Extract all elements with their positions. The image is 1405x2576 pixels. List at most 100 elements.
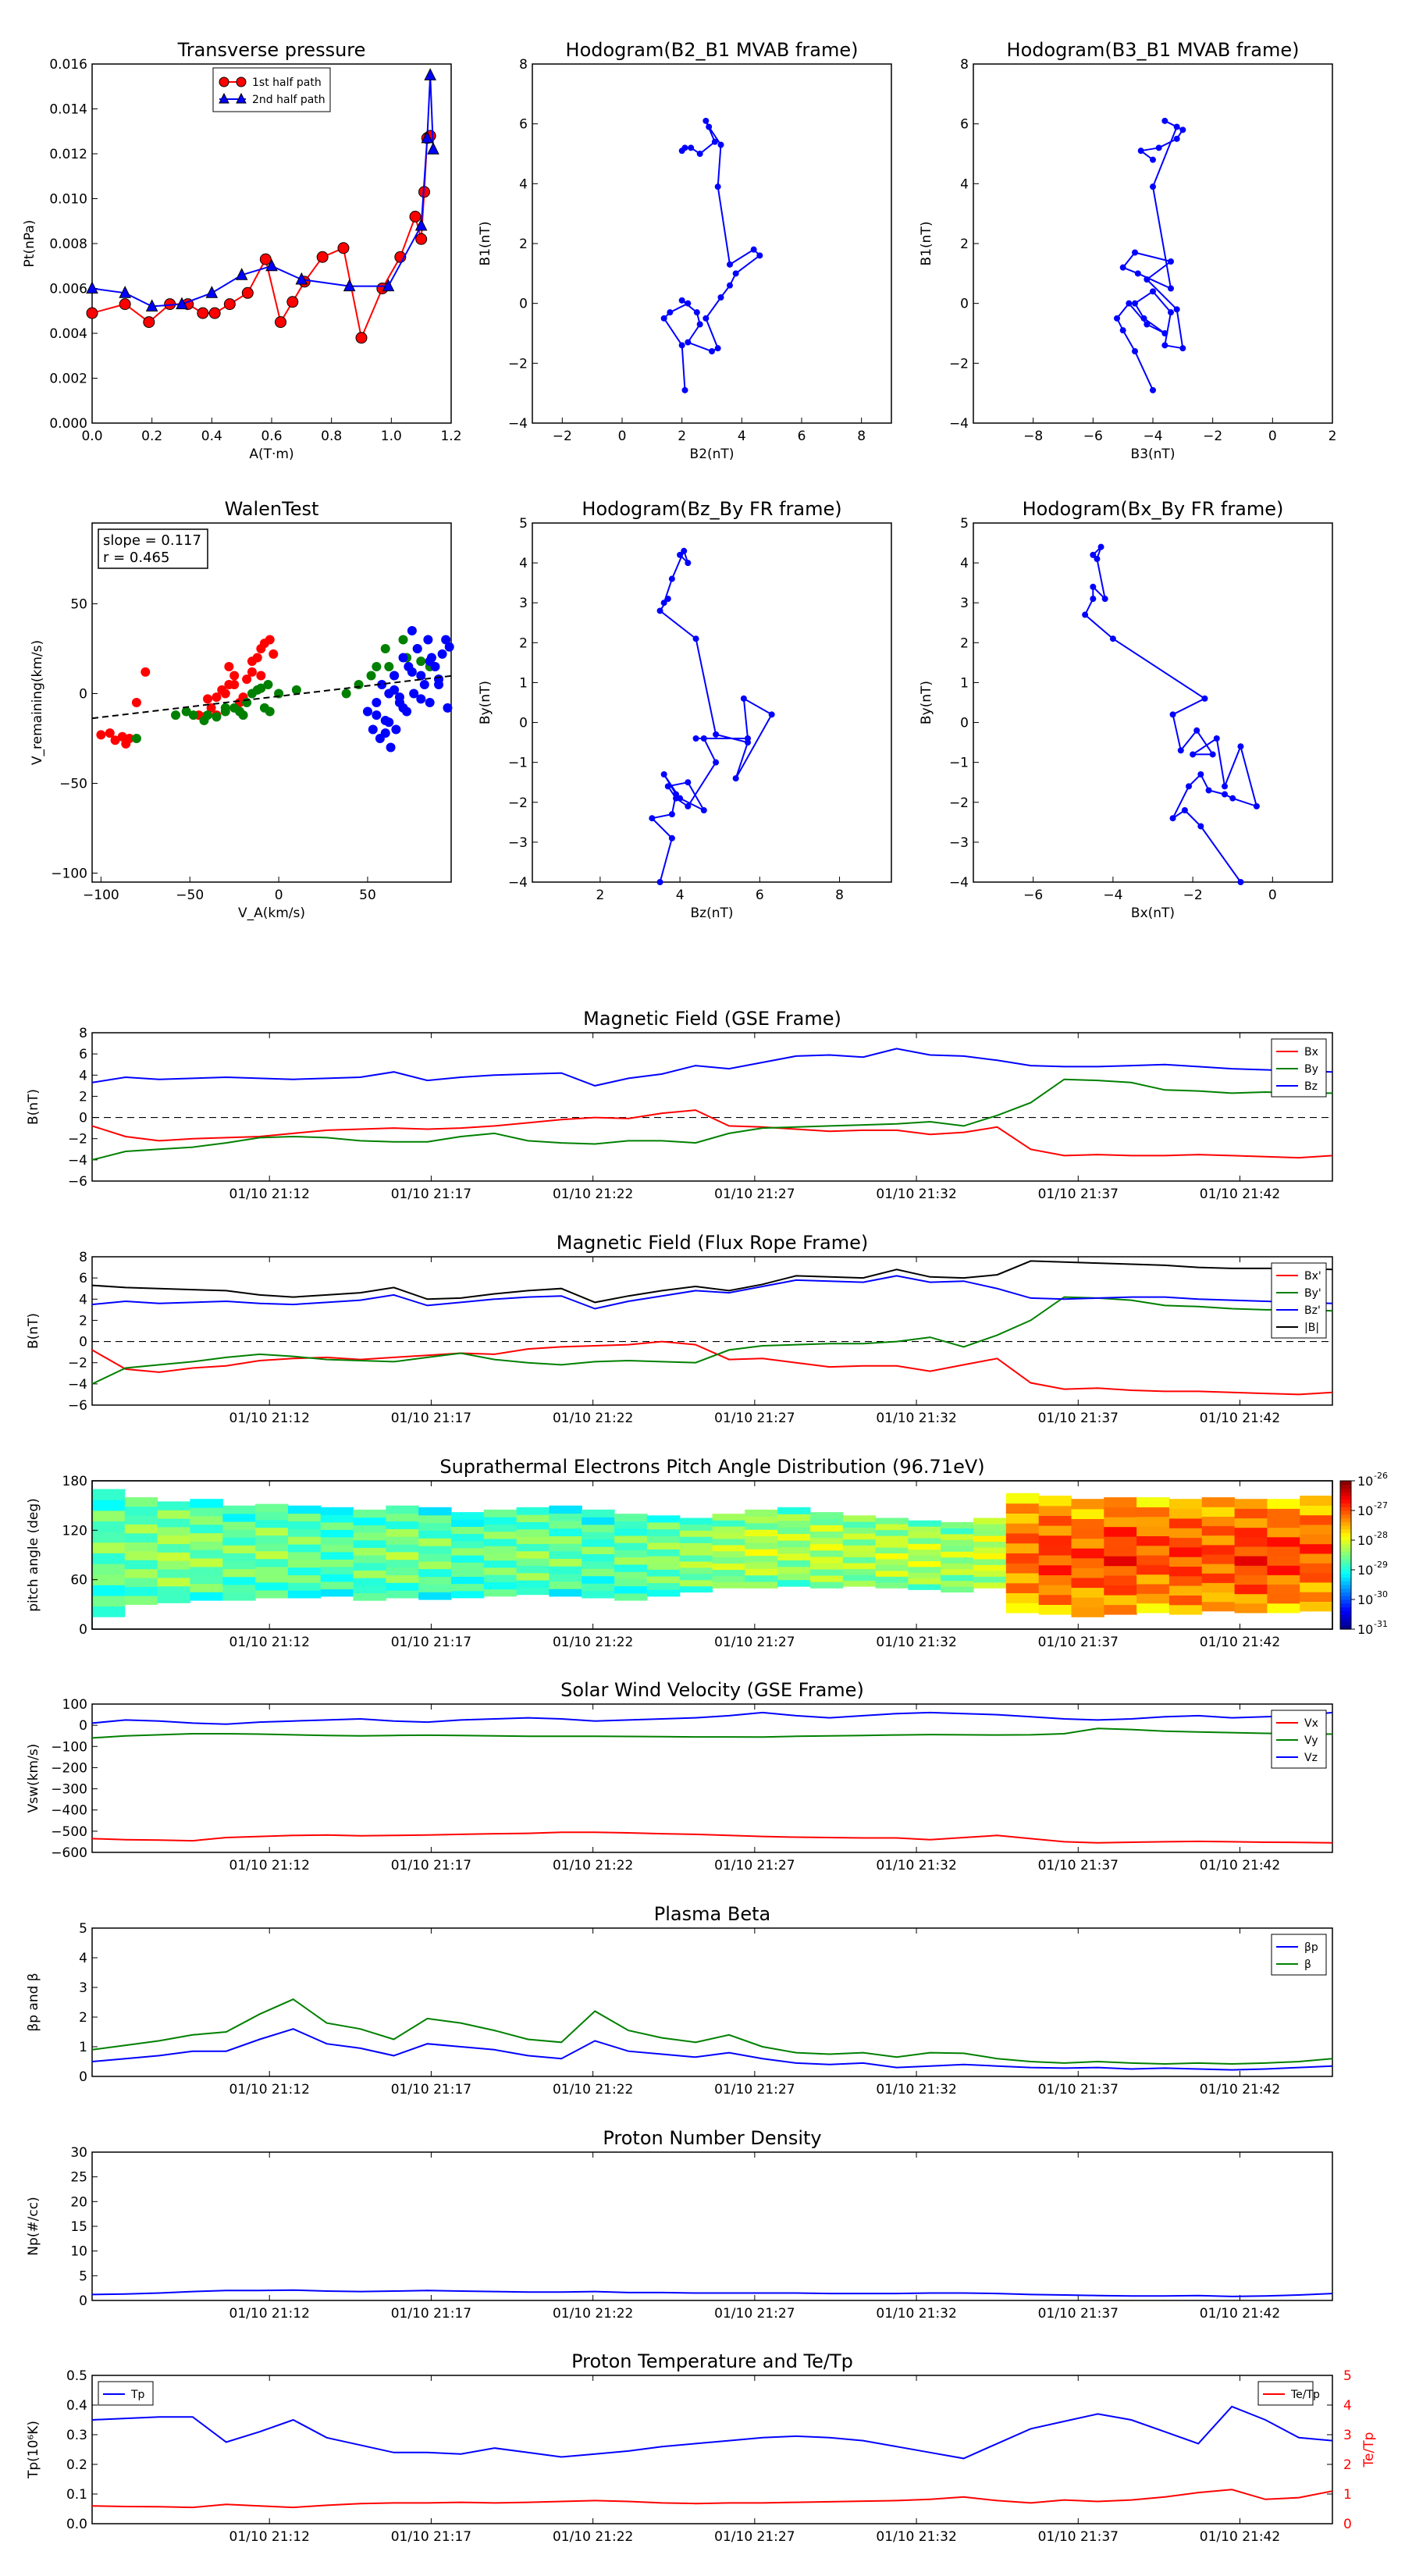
- hodogram-b3-b1-xtick-label: −4: [1143, 429, 1162, 444]
- proton-temperature-panel: Proton Temperature and Te/Tp 0.0 0.1 0.2 0.3…: [26, 2350, 1377, 2545]
- plasma-beta-legend-label: β: [1304, 1959, 1311, 1971]
- pitch-angle-cell: [1071, 1518, 1104, 1529]
- pitch-angle-cell: [1234, 1603, 1268, 1614]
- hodogram-b2-b1-title: Hodogram(B2_B1 MVAB frame): [566, 39, 859, 61]
- pitch-angle-cell: [679, 1524, 713, 1531]
- proton-temperature-ytick-label: 2: [1343, 2457, 1352, 2473]
- pitch-angle-cell: [320, 1521, 354, 1530]
- transverse-pressure-point: [337, 242, 350, 254]
- sw-velocity-series-line: [91, 1727, 1333, 1739]
- hodogram-bx-by-point: [1213, 735, 1220, 742]
- pitch-angle-colorbar-label: 10: [1357, 1592, 1373, 1607]
- mag-gse-legend-label: Bz: [1304, 1080, 1318, 1093]
- transverse-pressure-xtick-label: 0.8: [321, 429, 342, 444]
- pitch-angle-cell: [1168, 1528, 1203, 1539]
- pitch-angle-colorbar-cell: [1340, 1499, 1351, 1504]
- pitch-angle-cell: [875, 1524, 909, 1531]
- hodogram-bz-by-panel: Hodogram(Bz_By FR frame) 2 4 6 8 −4 −3 −2 −1 0 1 2 3…: [478, 498, 892, 921]
- pitch-angle-cell: [809, 1543, 844, 1551]
- pitch-angle-cell: [745, 1574, 778, 1582]
- pitch-angle-colorbar-exponent: -31: [1374, 1619, 1388, 1629]
- pitch-angle-cell: [255, 1582, 289, 1591]
- pitch-angle-cell: [483, 1524, 518, 1532]
- pitch-angle-cell: [941, 1586, 974, 1593]
- hodogram-b3-b1-xlabel: B3(nT): [1131, 447, 1176, 462]
- transverse-pressure-ytick-label: 0.008: [49, 237, 87, 252]
- pitch-angle-cell: [157, 1526, 190, 1536]
- pitch-angle-cell: [679, 1530, 713, 1537]
- pitch-angle-cell: [712, 1563, 745, 1571]
- hodogram-b2-b1-point: [706, 123, 713, 130]
- proton-density-ytick-label: 5: [79, 2268, 87, 2284]
- pitch-angle-cell: [614, 1542, 648, 1550]
- pitch-angle-xtick-label: 01/10 21:42: [1200, 1635, 1280, 1650]
- pitch-angle-cell: [418, 1584, 452, 1592]
- pitch-angle-cell: [287, 1521, 322, 1529]
- pitch-angle-cell: [1201, 1535, 1236, 1546]
- walen-test-point: [206, 703, 216, 713]
- walen-test-annotation: r = 0.465: [103, 550, 169, 566]
- pitch-angle-cell: [809, 1556, 844, 1564]
- hodogram-b2-b1-xtick-label: 8: [857, 429, 866, 444]
- hodogram-b3-b1-ytick-label: 0: [960, 297, 969, 312]
- pitch-angle-cell: [386, 1543, 419, 1553]
- hodogram-bx-by-point: [1237, 879, 1244, 885]
- proton-temperature-xtick-label: 01/10 21:12: [229, 2529, 310, 2545]
- pitch-angle-cell: [1267, 1499, 1300, 1509]
- walen-test-point: [391, 724, 401, 735]
- pitch-angle-cell: [1267, 1536, 1300, 1547]
- pitch-angle-cell: [190, 1574, 223, 1584]
- pitch-angle-colorbar-cell: [1340, 1610, 1351, 1615]
- pitch-angle-cell: [875, 1541, 909, 1548]
- hodogram-b2-b1-xtick-label: 6: [798, 429, 806, 444]
- hodogram-bx-by-point: [1094, 556, 1101, 562]
- pitch-angle-colorbar-cell: [1340, 1577, 1351, 1582]
- mag-gse-xtick-label: 01/10 21:17: [391, 1187, 471, 1202]
- walen-test-point: [398, 635, 408, 645]
- pitch-angle-cell: [1201, 1525, 1236, 1536]
- hodogram-b3-b1-point: [1132, 300, 1138, 307]
- hodogram-bz-by-ytick-label: −1: [508, 756, 528, 771]
- hodogram-b3-b1-point: [1119, 327, 1126, 334]
- pitch-angle-cell: [842, 1515, 877, 1522]
- pitch-angle-cell: [1038, 1574, 1072, 1585]
- walen-test-ytick-label: 50: [70, 597, 87, 613]
- mag-flux-rope-ytick-label: −6: [68, 1398, 87, 1414]
- mag-gse-xtick-label: 01/10 21:22: [553, 1187, 633, 1202]
- hodogram-bx-by-ytick-label: 3: [960, 596, 969, 611]
- transverse-pressure-point: [259, 253, 272, 265]
- plasma-beta-ytick-label: 3: [79, 1980, 87, 1996]
- hodogram-bx-by-frame: [973, 522, 1333, 883]
- pitch-angle-cell: [157, 1552, 190, 1561]
- pitch-angle-cell: [92, 1532, 126, 1543]
- pitch-angle-colorbar-cell: [1340, 1496, 1351, 1500]
- hodogram-b3-b1-ytick-label: 6: [960, 117, 969, 133]
- mag-flux-rope-legend-label: Bz': [1304, 1304, 1321, 1317]
- plasma-beta-ytick-label: 0: [79, 2069, 87, 2085]
- proton-temperature-xtick-label: 01/10 21:32: [876, 2529, 956, 2545]
- pitch-angle-cell: [614, 1578, 648, 1587]
- hodogram-b2-b1-point: [714, 183, 721, 190]
- plasma-beta-xtick-label: 01/10 21:17: [391, 2082, 471, 2097]
- pitch-angle-ylabel: pitch angle (deg): [26, 1498, 41, 1612]
- pitch-angle-cell: [451, 1555, 485, 1563]
- sw-velocity-ytick-label: −400: [51, 1803, 87, 1819]
- pitch-angle-cell: [1136, 1545, 1170, 1556]
- pitch-angle-cell: [287, 1567, 322, 1575]
- pitch-angle-cell: [483, 1560, 518, 1568]
- pitch-angle-cell: [483, 1531, 518, 1539]
- pitch-angle-cell: [582, 1539, 615, 1547]
- pitch-angle-cell: [777, 1527, 811, 1535]
- transverse-pressure-legend-marker: [236, 76, 247, 87]
- pitch-angle-cell: [157, 1594, 190, 1603]
- hodogram-bz-by-point: [664, 596, 671, 603]
- pitch-angle-cell: [1038, 1545, 1072, 1556]
- transverse-pressure-ytick-label: 0.016: [49, 57, 87, 73]
- pitch-angle-cell: [908, 1532, 941, 1539]
- pitch-angle-cell: [582, 1560, 615, 1569]
- walen-test-point: [389, 671, 400, 681]
- plasma-beta-xtick-label: 01/10 21:22: [553, 2082, 633, 2097]
- hodogram-bz-by-ytick-label: −4: [508, 875, 528, 891]
- pitch-angle-cell: [451, 1519, 485, 1527]
- pitch-angle-cell: [1201, 1573, 1236, 1583]
